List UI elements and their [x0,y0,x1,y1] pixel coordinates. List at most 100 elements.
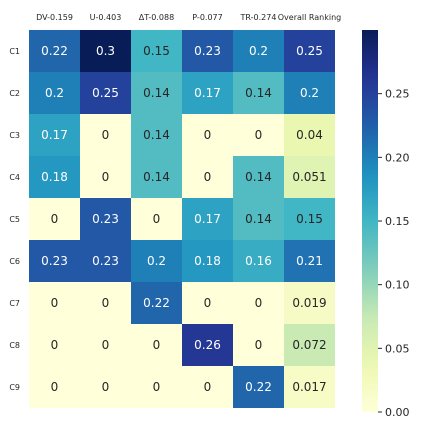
cell-value-label: 0 [102,338,110,352]
cell-value-label: 0.18 [41,170,68,184]
cell-value-label: 0.3 [96,44,115,58]
row-label: C1 [9,47,20,56]
heatmap-cell [233,114,284,156]
heatmap-cell [182,114,233,156]
heatmap-cell [284,282,335,324]
cell-value-label: 0 [204,296,212,310]
cell-value-label: 0.14 [143,128,170,142]
heatmap-cell [233,156,284,198]
heatmap-cell [284,156,335,198]
column-label: TR-0.274 [240,13,277,22]
colorbar-tick-label: 0.10 [385,279,410,292]
heatmap-cell [80,240,131,282]
heatmap-cell [182,198,233,240]
cell-value-label: 0.14 [245,170,272,184]
heatmap-cell [182,72,233,114]
cell-value-label: 0.17 [194,86,221,100]
cell-value-label: 0.2 [249,44,268,58]
heatmap-cell [284,114,335,156]
cell-value-label: 0.019 [292,296,326,310]
heatmap-cell [131,30,182,72]
cell-value-label: 0.25 [296,44,323,58]
row-label: C5 [9,215,20,224]
colorbar-tick-label: 0.05 [385,342,410,355]
cell-value-label: 0 [255,128,263,142]
cell-value-label: 0.21 [296,254,323,268]
heatmap-cell [80,324,131,366]
cell-value-label: 0.17 [41,128,68,142]
cell-value-label: 0.15 [143,44,170,58]
cell-value-label: 0.22 [245,380,272,394]
heatmap-cell [80,114,131,156]
cell-value-label: 0 [153,380,161,394]
cell-value-label: 0.15 [296,212,323,226]
cell-value-label: 0 [102,128,110,142]
cell-value-label: 0 [204,380,212,394]
cell-value-label: 0 [204,128,212,142]
heatmap-cell [131,240,182,282]
heatmap-cell [29,366,80,408]
heatmap-cell [131,156,182,198]
cell-value-label: 0.25 [92,86,119,100]
cell-value-label: 0.072 [292,338,326,352]
heatmap-cell [284,240,335,282]
heatmap-cell [131,366,182,408]
row-labels: C1 C2 C3 C4 C5 C6 C7 C8 C9 [9,47,20,392]
heatmap-cell [29,240,80,282]
cell-value-label: 0.26 [194,338,221,352]
heatmap-cell [80,30,131,72]
row-label: C4 [9,173,20,182]
colorbar: 0.00 0.05 0.10 0.15 0.20 0.25 [362,30,410,419]
row-label: C9 [9,383,20,392]
heatmap-cell [131,198,182,240]
heatmap-cell [29,324,80,366]
heatmap-cell [29,198,80,240]
heatmap-cell [233,324,284,366]
cell-value-label: 0.22 [41,44,68,58]
cell-value-label: 0.14 [143,170,170,184]
row-label: C6 [9,257,20,266]
heatmap-cell [182,366,233,408]
heatmap-cell [131,282,182,324]
cell-value-label: 0.14 [143,86,170,100]
colorbar-tick-label: 0.00 [385,406,410,419]
heatmap-cell [233,198,284,240]
colorbar-tick-label: 0.20 [385,151,410,164]
cell-value-label: 0 [51,212,59,226]
heatmap-cell [29,114,80,156]
heatmap-cell [80,366,131,408]
cell-value-label: 0 [51,338,59,352]
heatmap-cell [233,240,284,282]
cell-value-label: 0.23 [41,254,68,268]
heatmap-cell [284,72,335,114]
column-label: P-0.077 [192,13,222,22]
heatmap-cell [284,324,335,366]
column-label: DV-0.159 [36,13,73,22]
row-label: C7 [9,299,20,308]
heatmap-cell [29,282,80,324]
colorbar-tick-label: 0.15 [385,215,410,228]
cell-value-label: 0 [51,296,59,310]
cell-value-label: 0.051 [292,170,326,184]
cell-value-label: 0.2 [45,86,64,100]
cell-value-label: 0.23 [92,212,119,226]
heatmap-cell [233,282,284,324]
cell-value-label: 0.16 [245,254,272,268]
cell-value-label: 0 [255,296,263,310]
cell-value-label: 0 [51,380,59,394]
heatmap-cell [80,156,131,198]
cell-value-label: 0 [102,170,110,184]
cell-value-label: 0.04 [296,128,323,142]
heatmap-cell [29,156,80,198]
heatmap-cell [131,114,182,156]
heatmap-cell [284,30,335,72]
cell-value-label: 0.23 [194,44,221,58]
heatmap-cell [182,324,233,366]
heatmap-cell [80,198,131,240]
cell-value-label: 0.23 [92,254,119,268]
heatmap-cell [182,156,233,198]
cell-value-label: 0 [153,212,161,226]
cell-value-label: 0 [204,170,212,184]
heatmap-cell [80,72,131,114]
